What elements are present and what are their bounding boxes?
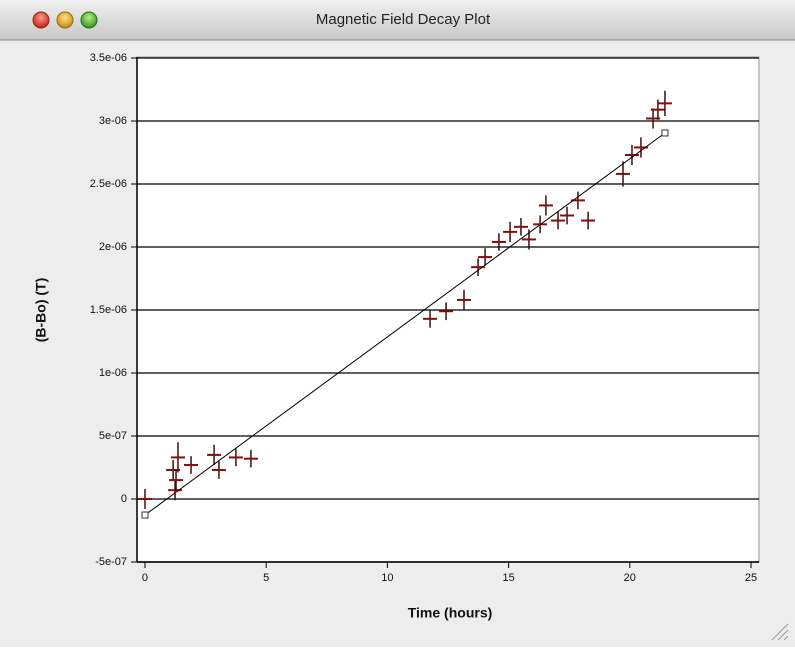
zoom-button[interactable] bbox=[80, 11, 98, 29]
close-button[interactable] bbox=[32, 11, 50, 29]
y-tick-label: 5e-07 bbox=[99, 430, 127, 442]
fit-endpoint bbox=[661, 129, 669, 137]
title-bar bbox=[0, 0, 795, 40]
y-tick-label: 3e-06 bbox=[99, 115, 127, 127]
y-tick-label: -5e-07 bbox=[95, 556, 127, 568]
fit-line bbox=[144, 132, 666, 516]
x-tick-label: 0 bbox=[142, 572, 148, 584]
y-tick-label: 1.5e-06 bbox=[90, 304, 127, 316]
x-axis-label: Time (hours) bbox=[408, 605, 493, 621]
minimize-button[interactable] bbox=[56, 11, 74, 29]
x-tick-label: 5 bbox=[263, 572, 269, 584]
x-tick-label: 25 bbox=[745, 572, 757, 584]
plot: 3.5e-06 3e-06 2.5e-06 2e-06 1.5e-06 1e-06 5e-0… bbox=[90, 52, 759, 584]
y-tick-label: 0 bbox=[121, 493, 127, 505]
y-axis-label: (B-Bo) (T) bbox=[33, 278, 49, 343]
x-tick-label: 10 bbox=[381, 572, 393, 584]
window-title: Magnetic Field Decay Plot bbox=[316, 11, 491, 28]
y-tick-label: 2.5e-06 bbox=[90, 178, 127, 190]
y-tick-label: 1e-06 bbox=[99, 367, 127, 379]
y-tick-label: 3.5e-06 bbox=[90, 52, 127, 64]
fit-endpoint bbox=[141, 511, 149, 519]
x-tick-label: 20 bbox=[624, 572, 636, 584]
x-tick-label: 15 bbox=[502, 572, 514, 584]
y-tick-label: 2e-06 bbox=[99, 241, 127, 253]
resize-grip[interactable] bbox=[771, 623, 789, 641]
